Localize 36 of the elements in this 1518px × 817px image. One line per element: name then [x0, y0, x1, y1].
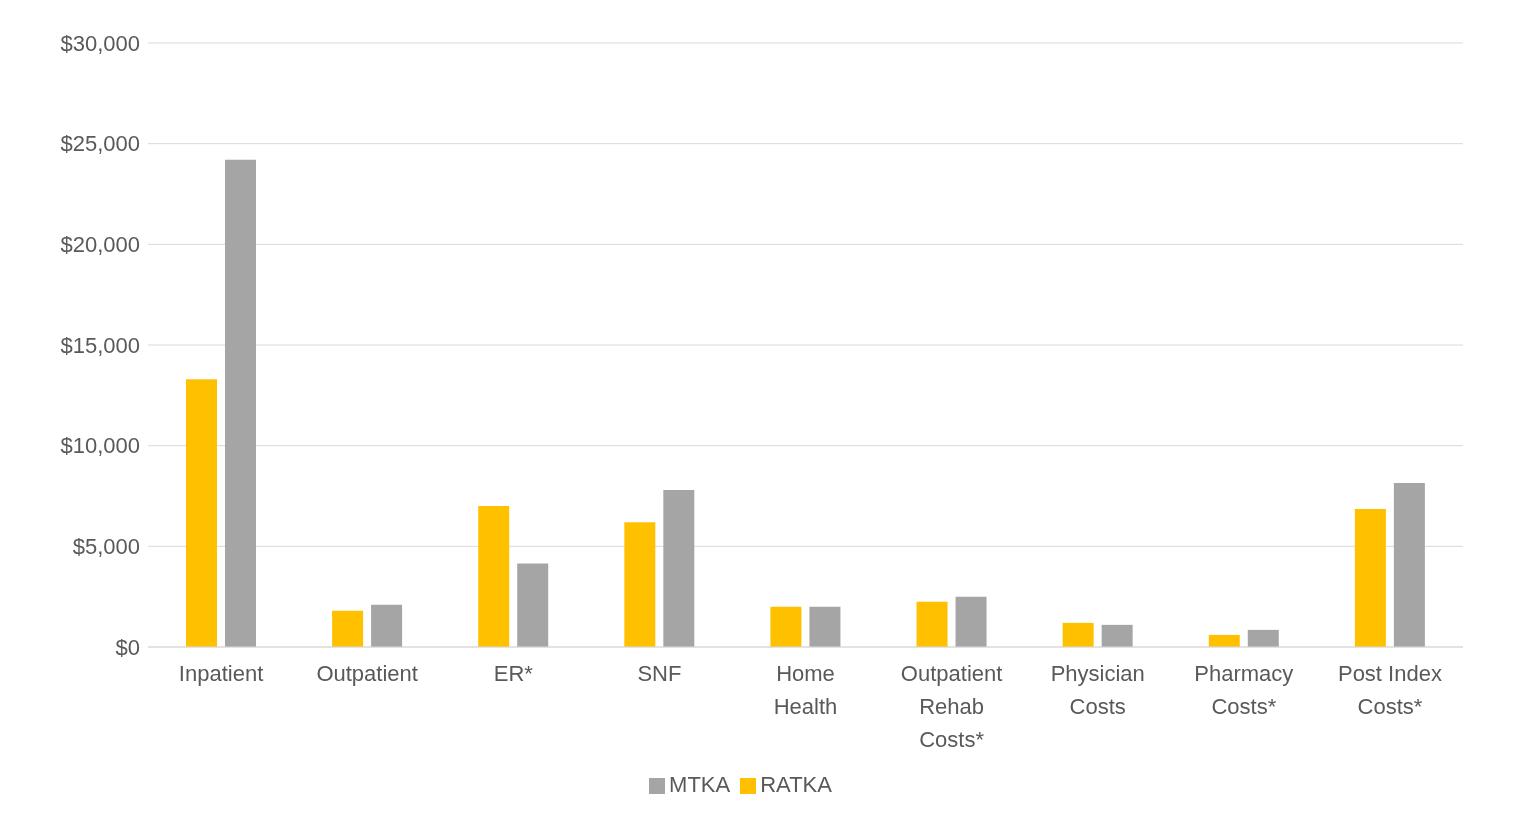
- bar: [332, 610, 364, 647]
- y-tick-label: $30,000: [60, 30, 140, 56]
- x-tick-label: Pharmacy Costs*: [1194, 661, 1294, 719]
- y-tick-label: $25,000: [60, 131, 140, 157]
- x-tick-label: Physician Costs: [1050, 661, 1145, 719]
- y-tick-label: $10,000: [60, 433, 140, 459]
- bar: [1208, 634, 1240, 647]
- bar: [809, 606, 841, 647]
- x-tick-label: Home Health: [773, 661, 838, 719]
- legend-label: MTKA: [669, 772, 731, 797]
- y-tick-label: $5,000: [72, 534, 140, 560]
- bar: [770, 606, 802, 647]
- bar: [916, 601, 948, 647]
- bar: [955, 596, 987, 647]
- x-tick-label: Outpatient Rehab Costs*: [900, 661, 1003, 752]
- x-tick-label: Outpatient: [316, 661, 418, 686]
- bar: [371, 604, 403, 647]
- bar: [517, 563, 549, 647]
- y-tick-label: $0: [115, 634, 140, 660]
- bar: [185, 379, 217, 647]
- x-tick-label: Post Index Costs*: [1337, 661, 1442, 719]
- y-tick-label: $20,000: [60, 232, 140, 258]
- bar: [224, 159, 256, 647]
- y-tick-label: $15,000: [60, 332, 140, 358]
- bar: [1101, 624, 1133, 647]
- x-tick-label: Inpatient: [178, 661, 264, 686]
- bar: [624, 522, 656, 647]
- bar: [663, 489, 695, 647]
- x-tick-label: ER*: [493, 661, 534, 686]
- x-tick-label: SNF: [637, 661, 682, 686]
- bar: [1393, 482, 1425, 647]
- legend-label: RATKA: [760, 772, 832, 797]
- bar: [1247, 629, 1279, 647]
- bar: [478, 506, 510, 647]
- bar: [1062, 622, 1094, 647]
- bar: [1354, 509, 1386, 647]
